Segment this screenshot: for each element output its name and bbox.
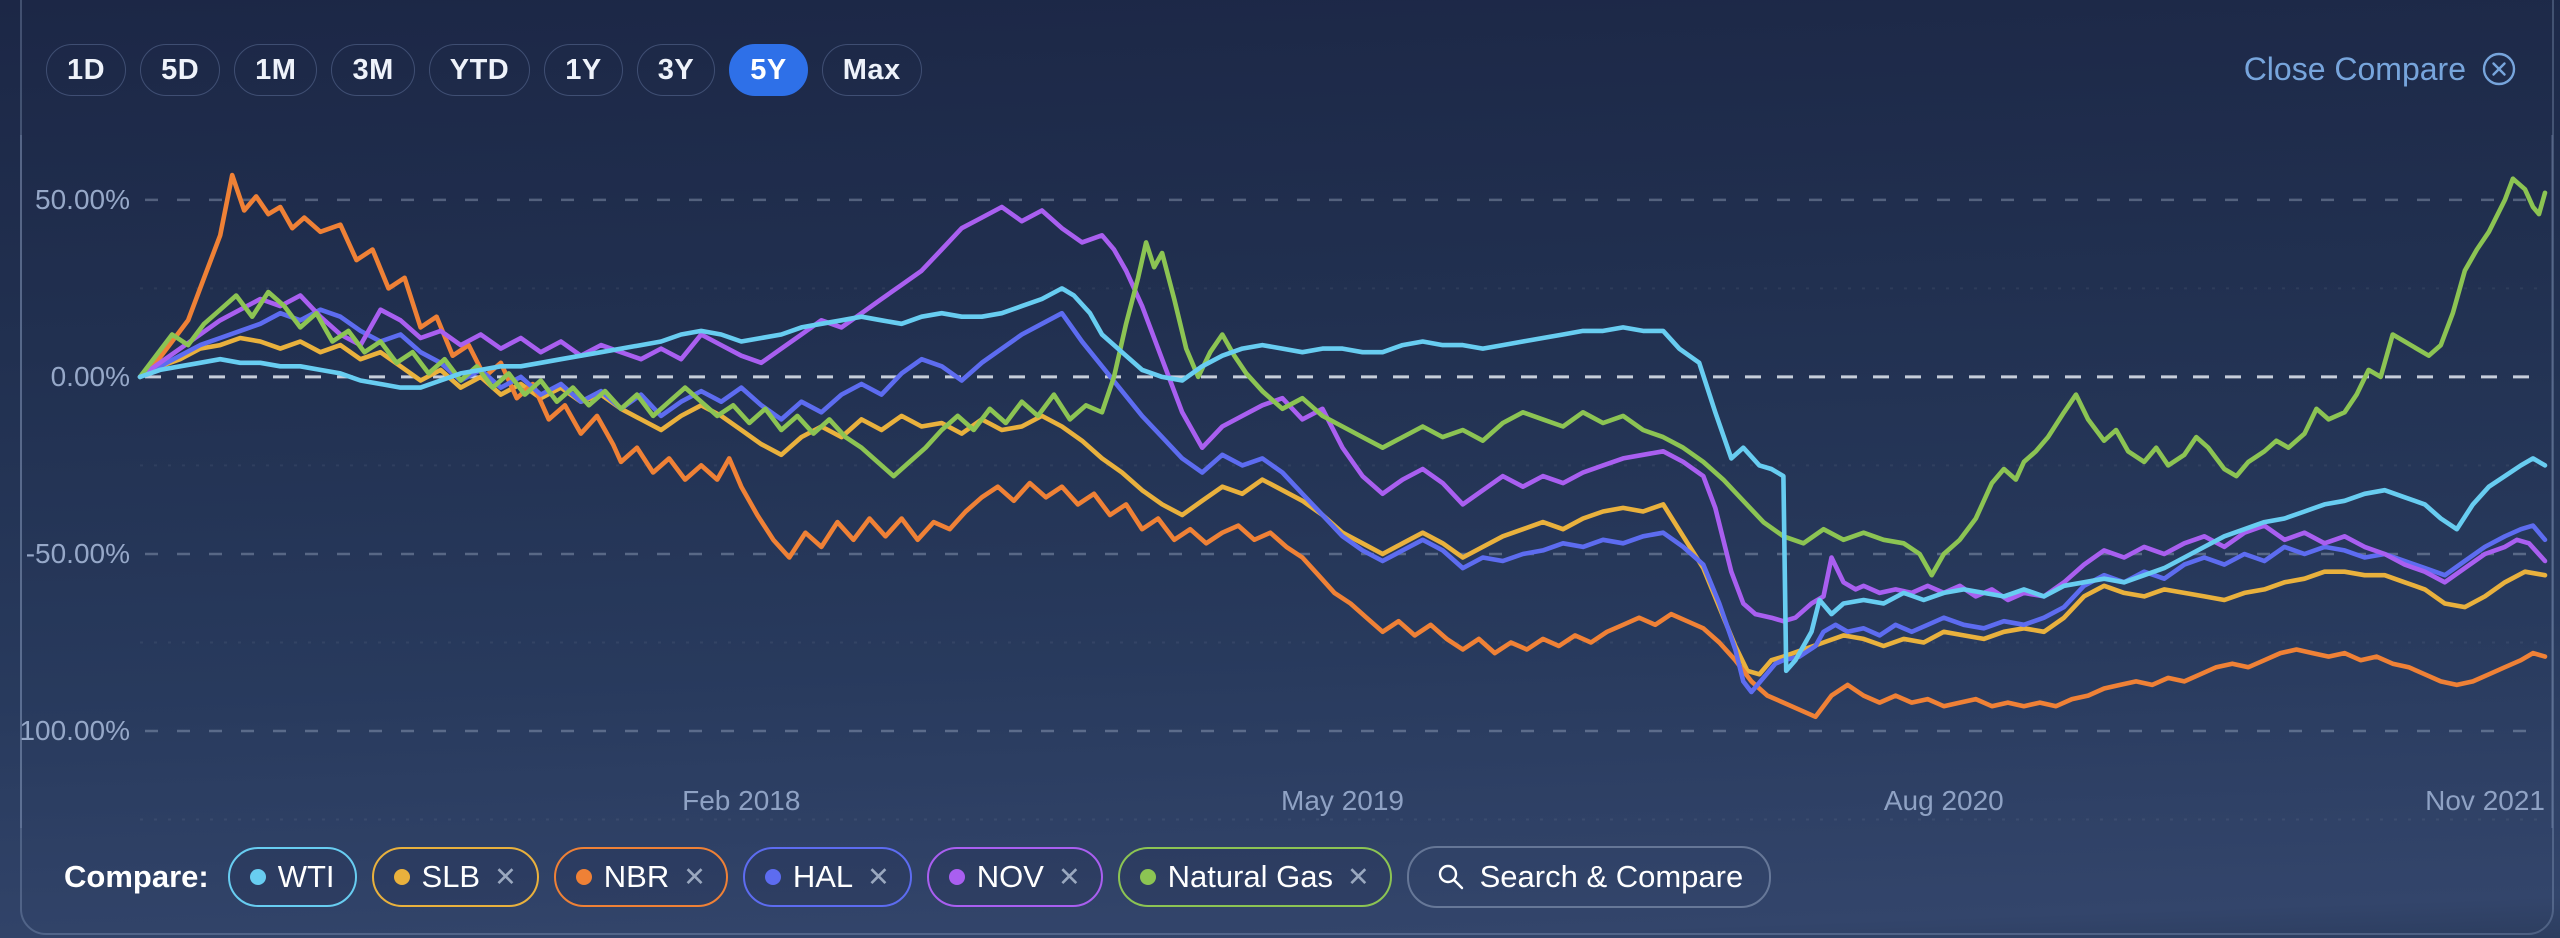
compare-chip-hal[interactable]: HAL ✕ — [742, 847, 912, 907]
close-compare-button[interactable]: Close Compare — [2244, 50, 2518, 88]
x-axis-label: May 2019 — [1281, 785, 1404, 816]
range-button-1m[interactable]: 1M — [234, 44, 318, 96]
compare-bar: Compare: WTI SLB ✕ NBR ✕ HAL ✕ NOV ✕ Nat… — [64, 846, 1772, 908]
compare-chip-wti[interactable]: WTI — [227, 847, 357, 907]
compare-chip-natural-gas[interactable]: Natural Gas ✕ — [1117, 847, 1392, 907]
range-button-1d[interactable]: 1D — [46, 44, 127, 96]
x-axis-label: Aug 2020 — [1884, 785, 2004, 816]
chip-symbol: NOV — [976, 859, 1044, 894]
series-line-wti[interactable] — [137, 286, 2548, 674]
y-axis-label: 50.00% — [35, 184, 130, 215]
series-line-hal[interactable] — [137, 307, 2548, 695]
slb-color-dot — [393, 869, 410, 885]
x-axis-label: Nov 2021 — [2425, 785, 2545, 816]
hal-color-dot — [764, 869, 781, 885]
remove-chip-icon[interactable]: ✕ — [1346, 861, 1370, 892]
series-line-natural-gas[interactable] — [137, 176, 2548, 578]
nbr-color-dot — [575, 869, 592, 885]
range-button-ytd[interactable]: YTD — [428, 44, 531, 96]
y-axis-label: -50.00% — [26, 538, 130, 569]
close-compare-label: Close Compare — [2243, 50, 2466, 87]
chip-symbol: HAL — [792, 859, 854, 894]
series-line-slb[interactable] — [137, 335, 2548, 677]
range-button-5y[interactable]: 5Y — [729, 44, 808, 96]
range-toolbar: 1D 5D 1M 3M YTD 1Y 3Y 5Y Max — [46, 44, 922, 96]
x-axis-label: Feb 2018 — [682, 785, 800, 816]
remove-chip-icon[interactable]: ✕ — [683, 861, 706, 892]
remove-chip-icon[interactable]: ✕ — [1057, 861, 1081, 892]
range-button-max[interactable]: Max — [821, 44, 922, 96]
close-circle-icon — [2482, 52, 2516, 86]
compare-chip-nbr[interactable]: NBR ✕ — [553, 847, 728, 907]
remove-chip-icon[interactable]: ✕ — [867, 861, 890, 892]
chip-symbol: SLB — [421, 859, 481, 894]
chip-symbol: NBR — [603, 859, 670, 894]
range-button-3m[interactable]: 3M — [331, 44, 415, 96]
search-compare-input[interactable]: Search & Compare — [1406, 846, 1772, 908]
compare-label: Compare: — [64, 859, 209, 894]
chip-symbol: Natural Gas — [1167, 859, 1333, 894]
compare-chip-slb[interactable]: SLB ✕ — [371, 847, 539, 907]
search-icon — [1438, 864, 1463, 890]
compare-chip-nov[interactable]: NOV ✕ — [926, 847, 1103, 907]
y-axis-label: 0.00% — [51, 361, 130, 392]
range-button-3y[interactable]: 3Y — [636, 44, 716, 96]
remove-chip-icon[interactable]: ✕ — [494, 861, 517, 892]
range-button-1y[interactable]: 1Y — [544, 44, 623, 96]
nov-color-dot — [948, 869, 965, 885]
series-line-nov[interactable] — [137, 204, 2548, 624]
chip-symbol: WTI — [277, 859, 335, 894]
y-axis-label: 100.00% — [19, 715, 130, 746]
search-compare-label: Search & Compare — [1479, 859, 1744, 894]
range-button-5d[interactable]: 5D — [140, 44, 221, 96]
natural-gas-color-dot — [1139, 869, 1156, 885]
wti-color-dot — [249, 869, 266, 885]
